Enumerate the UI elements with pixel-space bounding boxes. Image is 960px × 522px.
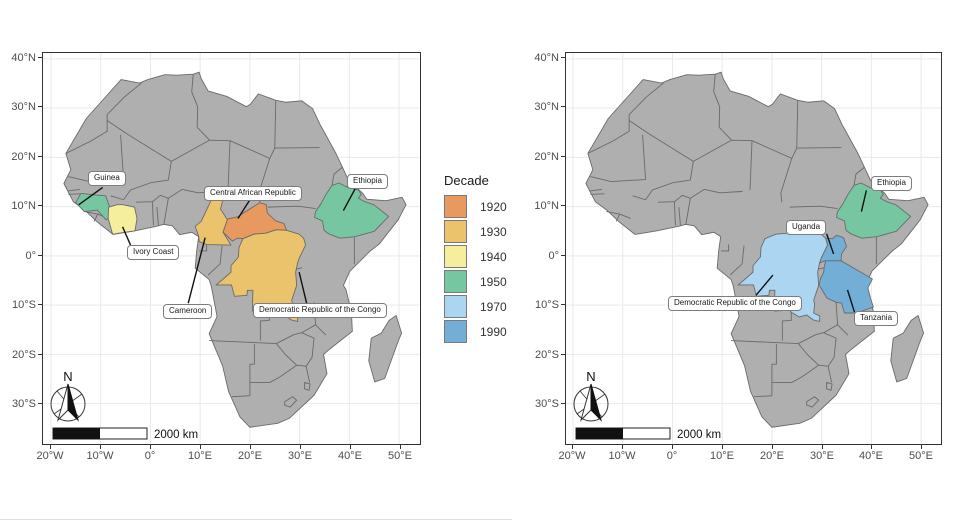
dr-congo-leader-line xyxy=(299,272,306,303)
legend-key-label: 1990 xyxy=(480,324,507,339)
legend-swatch-1930 xyxy=(444,220,467,243)
right-map-decorations: N 2000 km xyxy=(573,369,721,441)
left-ytick-10s: 10°S xyxy=(6,299,42,311)
country-label-dr-congo-right: Democratic Republic of the Congo xyxy=(668,296,802,311)
legend-swatch-1990 xyxy=(444,320,467,343)
left-ytick-40n: 40°N xyxy=(6,52,42,64)
scale-bar-label: 2000 km xyxy=(154,429,198,441)
legend-key-label: 1970 xyxy=(480,299,507,314)
country-label-central-african-republic: Central African Republic xyxy=(204,186,302,201)
left-ytick-20n: 20°N xyxy=(6,151,42,163)
right-xtick-40e: 40°E xyxy=(849,445,893,462)
left-ytick-30s: 30°S xyxy=(6,398,42,410)
legend-swatch-1920 xyxy=(444,195,467,218)
scale-bar-black-segment xyxy=(576,428,623,439)
right-ytick-30n: 30°N xyxy=(529,101,565,113)
legend-entry-1950: 1950 xyxy=(444,270,507,293)
scale-bar-label: 2000 km xyxy=(677,429,721,441)
legend-swatch-1970 xyxy=(444,295,467,318)
left-xtick-10e: 10°E xyxy=(178,445,222,462)
country-label-guinea: Guinea xyxy=(88,171,126,186)
scale-bar-black-segment xyxy=(53,428,100,439)
country-label-cameroon: Cameroon xyxy=(163,304,213,319)
legend-swatch-1940 xyxy=(444,245,467,268)
right-xtick-10e: 10°E xyxy=(700,445,744,462)
right-ytick-30s: 30°S xyxy=(529,398,565,410)
left-xtick-50e: 50°E xyxy=(378,445,422,462)
decade-legend: Decade 1920 1930 1940 1950 1970 1990 xyxy=(444,173,507,345)
legend-entry-1920: 1920 xyxy=(444,195,507,218)
ethiopia-leader-line xyxy=(343,188,355,210)
left-ytick-0: 0° xyxy=(6,250,42,262)
right-ytick-10s: 10°S xyxy=(529,299,565,311)
legend-key-label: 1930 xyxy=(480,224,507,239)
right-xtick-30e: 30°E xyxy=(800,445,844,462)
left-ytick-30n: 30°N xyxy=(6,101,42,113)
right-ytick-10n: 10°N xyxy=(529,200,565,212)
country-label-dr-congo-left: Democratic Republic of the Congo xyxy=(253,303,387,318)
north-arrow-black-half xyxy=(590,383,602,422)
right-xtick-50e: 50°E xyxy=(899,445,943,462)
country-label-ethiopia-left: Ethiopia xyxy=(347,174,388,189)
left-xtick-0: 0° xyxy=(128,445,172,462)
right-ytick-20s: 20°S xyxy=(529,349,565,361)
country-label-ethiopia-right: Ethiopia xyxy=(871,176,912,191)
north-arrow-black-half xyxy=(67,383,79,422)
north-label: N xyxy=(63,369,72,384)
right-xtick-0: 0° xyxy=(650,445,694,462)
left-xtick-20e: 20°E xyxy=(228,445,272,462)
legend-key-label: 1920 xyxy=(480,199,507,214)
left-xtick-20w: 20°W xyxy=(28,445,72,462)
country-label-ivory-coast: Ivory Coast xyxy=(127,245,180,260)
uganda-leader-line xyxy=(827,234,834,254)
legend-key-label: 1940 xyxy=(480,249,507,264)
bottom-divider xyxy=(0,519,512,520)
country-label-tanzania: Tanzania xyxy=(854,311,899,326)
country-label-uganda: Uganda xyxy=(786,220,827,235)
right-xtick-10w: 10°W xyxy=(600,445,644,462)
car-leader-line xyxy=(238,200,250,219)
left-map-decorations: N 2000 km xyxy=(50,369,198,441)
left-ytick-20s: 20°S xyxy=(6,349,42,361)
dr-congo-leader-line xyxy=(756,275,773,295)
left-xtick-40e: 40°E xyxy=(328,445,372,462)
left-xtick-30e: 30°E xyxy=(278,445,322,462)
right-xtick-20w: 20°W xyxy=(550,445,594,462)
legend-entry-1970: 1970 xyxy=(444,295,507,318)
legend-entry-1990: 1990 xyxy=(444,320,507,343)
ethiopia-leader-line xyxy=(861,190,866,211)
tanzania-leader-line xyxy=(847,290,854,312)
left-ytick-10n: 10°N xyxy=(6,200,42,212)
right-map-svg xyxy=(566,53,941,444)
legend-key-label: 1950 xyxy=(480,274,507,289)
right-map-panel: N 2000 km xyxy=(565,52,942,445)
right-ytick-20n: 20°N xyxy=(529,151,565,163)
cameroon-leader-line xyxy=(188,238,205,303)
legend-entry-1940: 1940 xyxy=(444,245,507,268)
legend-title: Decade xyxy=(444,173,489,188)
right-ytick-0: 0° xyxy=(529,250,565,262)
ivory-coast-leader-line xyxy=(123,227,131,245)
right-ytick-40n: 40°N xyxy=(529,52,565,64)
left-xtick-10w: 10°W xyxy=(78,445,122,462)
right-xtick-20e: 20°E xyxy=(750,445,794,462)
legend-entry-1930: 1930 xyxy=(444,220,507,243)
guinea-leader-line xyxy=(79,187,103,204)
left-map-panel: N 2000 km xyxy=(42,52,421,445)
legend-swatch-1950 xyxy=(444,270,467,293)
north-label: N xyxy=(586,369,595,384)
